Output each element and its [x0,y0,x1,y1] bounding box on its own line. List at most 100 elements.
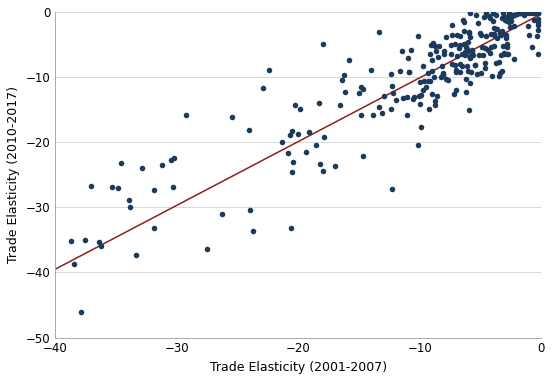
Point [416,101,424,107]
Point [345,57,354,63]
Point [466,10,475,16]
Point [505,19,513,25]
Point [465,54,474,61]
Point [509,12,518,18]
Point [391,97,400,103]
Point [438,72,447,78]
Point [500,50,508,56]
Point [66,238,75,244]
Point [497,68,506,74]
Point [493,26,502,32]
Point [489,25,498,31]
Point [489,18,497,24]
Point [465,107,474,114]
Point [489,32,498,38]
Point [424,106,433,112]
Point [70,261,78,267]
Point [496,70,505,76]
Point [422,84,431,90]
Point [430,74,439,80]
Point [438,70,447,76]
Point [97,243,105,250]
Point [528,10,537,16]
Point [502,14,511,21]
Point [466,80,475,86]
Point [510,13,519,19]
Point [379,93,388,99]
Point [507,18,516,24]
Point [357,112,365,118]
Point [368,112,377,118]
Point [476,70,485,76]
Point [423,78,432,84]
Point [518,10,527,16]
Point [498,15,507,21]
Point [291,102,300,108]
X-axis label: Trade Elasticity (2001-2007): Trade Elasticity (2001-2007) [210,361,387,374]
Point [249,228,258,234]
Point [503,41,512,47]
Point [496,30,505,36]
Point [137,165,146,171]
Point [533,27,542,33]
Point [311,142,320,149]
Point [428,57,437,63]
Point [468,52,477,58]
Point [217,211,226,218]
Point [288,128,296,134]
Point [524,32,533,38]
Point [488,73,497,79]
Point [288,169,296,175]
Point [522,10,530,16]
Point [506,14,515,20]
Point [288,159,297,165]
Point [418,87,427,93]
Point [396,68,405,74]
Point [503,14,512,20]
Point [460,41,469,47]
Point [170,155,179,161]
Point [448,22,457,28]
Point [509,12,518,18]
Point [447,42,455,48]
Point [76,309,85,315]
Point [410,94,418,100]
Point [530,10,539,16]
Point [113,185,122,191]
Point [417,92,426,98]
Point [490,31,499,37]
Point [471,62,480,69]
Point [452,69,460,75]
Point [314,100,323,106]
Point [459,19,468,25]
Point [86,182,95,189]
Point [466,34,475,40]
Point [420,78,429,84]
Point [533,19,542,25]
Point [227,114,236,120]
Point [264,67,273,73]
Point [512,11,521,17]
Point [168,184,177,190]
Point [437,74,445,80]
Point [414,33,423,39]
Point [426,51,435,57]
Point [447,51,455,57]
Point [378,110,387,116]
Point [498,43,507,50]
Point [442,76,450,82]
Point [462,89,471,95]
Point [505,24,514,30]
Point [319,168,328,174]
Point [490,43,498,50]
Point [81,237,90,243]
Point [246,207,254,213]
Point [413,142,422,149]
Point [481,45,490,51]
Point [533,10,542,16]
Point [466,53,475,59]
Point [533,22,542,28]
Point [359,86,368,92]
Point [388,186,396,192]
Point [125,197,134,203]
